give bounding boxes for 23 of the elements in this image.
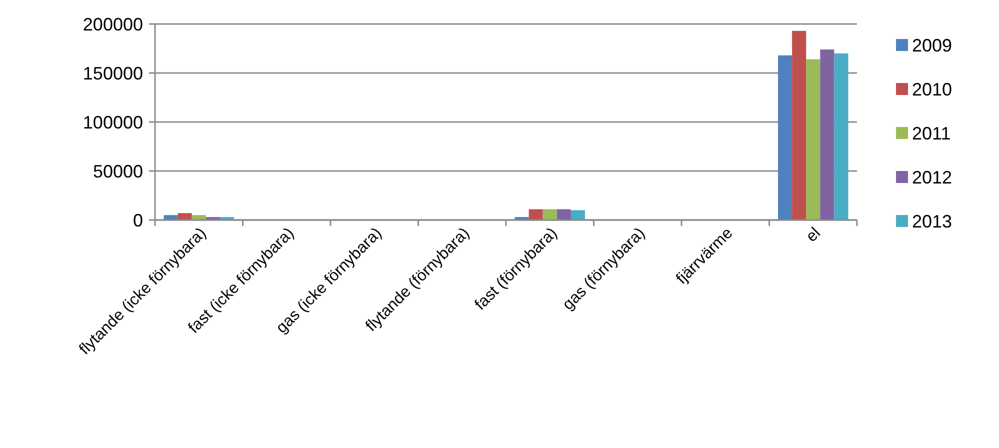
bar	[778, 55, 792, 220]
bar	[542, 209, 557, 220]
y-tick-label: 100000	[82, 112, 143, 132]
legend-label: 2011	[912, 123, 951, 144]
bar	[192, 215, 206, 220]
bar	[528, 209, 543, 220]
legend-label: 2010	[912, 79, 952, 100]
x-tick-label: el	[803, 224, 824, 246]
legend-label: 2012	[912, 167, 952, 188]
y-tick-label: 50000	[92, 161, 143, 182]
y-tick-label: 150000	[82, 63, 143, 84]
bar	[820, 49, 834, 220]
y-tick-label: 200000	[82, 14, 143, 34]
bar	[164, 215, 178, 220]
bar	[792, 30, 806, 220]
legend-label: 2009	[912, 35, 952, 56]
y-tick-label: 0	[132, 210, 143, 230]
bar	[806, 59, 820, 220]
legend-label: 2013	[912, 211, 952, 232]
bar	[556, 209, 571, 220]
bar	[834, 53, 848, 220]
bar	[570, 210, 585, 220]
bar	[178, 213, 192, 220]
